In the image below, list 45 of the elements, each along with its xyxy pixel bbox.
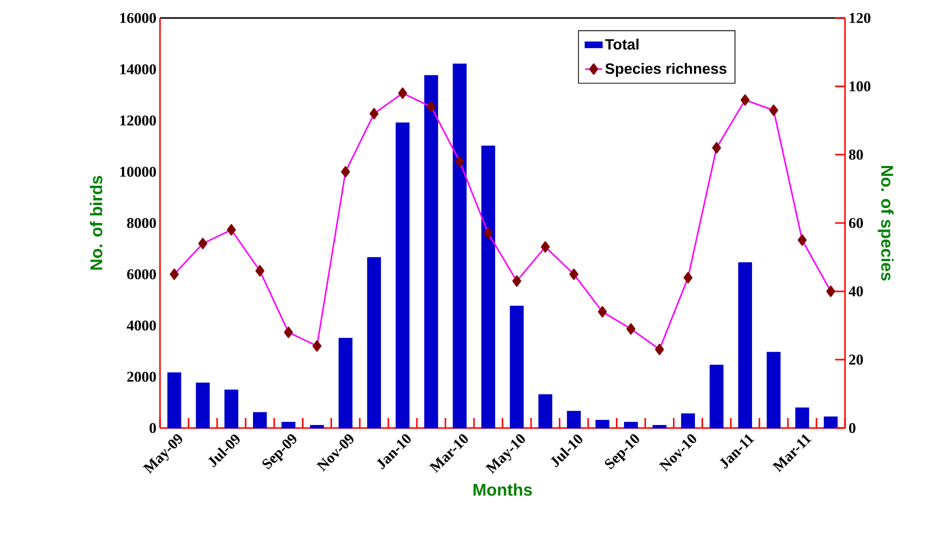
legend-label: Total bbox=[605, 38, 638, 50]
y-tick-label: 8000 bbox=[127, 218, 156, 228]
y-tick-label: 0 bbox=[150, 422, 156, 434]
bar bbox=[652, 424, 666, 428]
bar bbox=[338, 338, 352, 428]
bar bbox=[738, 262, 752, 428]
bar bbox=[595, 420, 610, 428]
bar bbox=[824, 416, 838, 428]
bar bbox=[766, 352, 781, 428]
y-tick-label: 16000 bbox=[120, 12, 156, 24]
bar bbox=[481, 146, 496, 428]
bar bbox=[224, 390, 238, 428]
legend-label: Species richness bbox=[605, 62, 726, 77]
bar bbox=[710, 364, 724, 428]
y-tick-label: 4000 bbox=[126, 320, 156, 331]
bar bbox=[424, 75, 438, 428]
y-tick-label: 12000 bbox=[120, 115, 156, 126]
y-tick-label: 2000 bbox=[127, 372, 156, 382]
bar bbox=[681, 413, 695, 428]
bar bbox=[167, 372, 182, 428]
bar bbox=[282, 422, 296, 428]
y-tick-label: 10000 bbox=[120, 166, 156, 177]
bar bbox=[252, 412, 267, 428]
y2-tick-label: 60 bbox=[849, 218, 863, 228]
bar bbox=[566, 410, 581, 428]
bar bbox=[396, 122, 410, 428]
bar bbox=[510, 306, 524, 428]
y-axis-title: No. of birds bbox=[90, 176, 102, 270]
y2-axis-title: No. of species bbox=[878, 166, 894, 280]
y-tick-label: 14000 bbox=[120, 64, 156, 74]
bar bbox=[795, 408, 810, 428]
bar bbox=[452, 64, 467, 428]
bar bbox=[367, 257, 381, 428]
x-axis-title: Months bbox=[474, 483, 532, 496]
bar bbox=[310, 424, 324, 428]
bar bbox=[538, 394, 552, 428]
y2-tick-label: 20 bbox=[849, 354, 863, 365]
y2-tick-label: 80 bbox=[849, 150, 863, 160]
y2-tick-label: 0 bbox=[849, 422, 856, 434]
bar bbox=[196, 382, 210, 428]
y-tick-label: 6000 bbox=[127, 269, 156, 280]
y2-tick-label: 120 bbox=[850, 12, 870, 24]
bar bbox=[624, 422, 638, 428]
y2-tick-label: 40 bbox=[848, 286, 863, 296]
y2-tick-label: 100 bbox=[850, 81, 870, 92]
